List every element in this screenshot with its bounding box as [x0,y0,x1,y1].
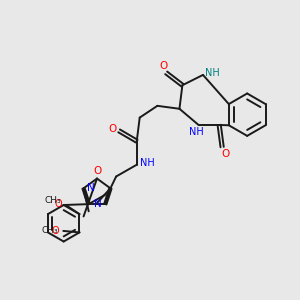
Text: O: O [160,61,168,71]
Text: CH₃: CH₃ [42,226,58,235]
Text: NH: NH [140,158,154,168]
Text: CH₃: CH₃ [45,196,61,205]
Text: O: O [93,166,101,176]
Text: O: O [221,148,229,158]
Text: NH: NH [189,127,204,137]
Text: NH: NH [205,68,220,78]
Text: N: N [94,199,102,209]
Text: O: O [51,226,59,236]
Text: O: O [109,124,117,134]
Text: O: O [54,199,62,209]
Text: N: N [87,183,95,193]
